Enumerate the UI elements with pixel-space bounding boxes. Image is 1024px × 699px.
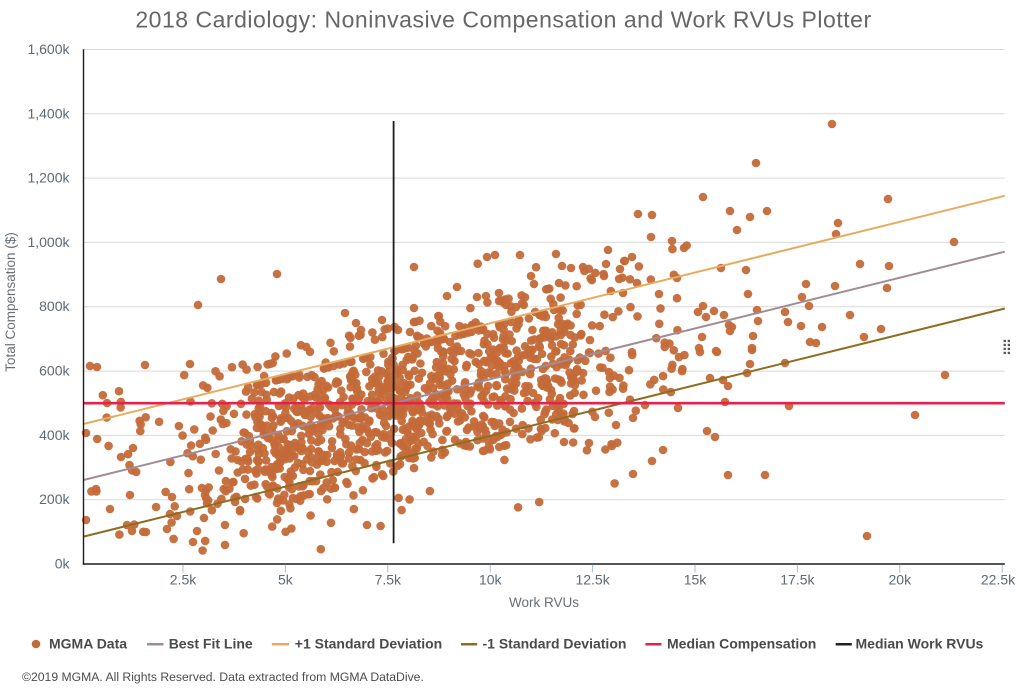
svg-text:Work RVUs: Work RVUs bbox=[509, 595, 579, 610]
svg-text:-1 Standard Deviation: -1 Standard Deviation bbox=[483, 636, 627, 652]
svg-text:2018 Cardiology: Noninvasive C: 2018 Cardiology: Noninvasive Compensatio… bbox=[135, 7, 871, 33]
svg-text:©2019 MGMA. All Rights Reserve: ©2019 MGMA. All Rights Reserved. Data ex… bbox=[22, 670, 424, 684]
svg-text:1,200k: 1,200k bbox=[27, 170, 70, 186]
svg-text:15k: 15k bbox=[684, 572, 708, 588]
svg-text:20k: 20k bbox=[889, 572, 913, 588]
svg-text:2.5k: 2.5k bbox=[170, 572, 197, 588]
svg-text:Median Compensation: Median Compensation bbox=[667, 636, 816, 652]
svg-text:Median Work RVUs: Median Work RVUs bbox=[856, 636, 984, 652]
svg-text:7.5k: 7.5k bbox=[375, 572, 402, 588]
svg-text:10k: 10k bbox=[479, 572, 503, 588]
svg-text:0k: 0k bbox=[55, 556, 71, 572]
svg-text:200k: 200k bbox=[39, 491, 70, 507]
svg-text:400k: 400k bbox=[39, 427, 70, 443]
svg-text:1,400k: 1,400k bbox=[27, 105, 70, 121]
svg-text:Total Compensation ($): Total Compensation ($) bbox=[3, 232, 18, 372]
svg-text:+1 Standard Deviation: +1 Standard Deviation bbox=[295, 636, 442, 652]
svg-text:MGMA Data: MGMA Data bbox=[49, 636, 127, 652]
svg-text:5k: 5k bbox=[278, 572, 294, 588]
svg-text:600k: 600k bbox=[39, 363, 70, 379]
svg-text:800k: 800k bbox=[39, 298, 70, 314]
svg-text:12.5k: 12.5k bbox=[575, 572, 610, 588]
svg-text:1,000k: 1,000k bbox=[27, 234, 70, 250]
svg-text:22.5k: 22.5k bbox=[981, 572, 1016, 588]
svg-text:Best Fit Line: Best Fit Line bbox=[169, 636, 253, 652]
svg-text:17.5k: 17.5k bbox=[780, 572, 815, 588]
svg-text:1,600k: 1,600k bbox=[27, 41, 70, 57]
